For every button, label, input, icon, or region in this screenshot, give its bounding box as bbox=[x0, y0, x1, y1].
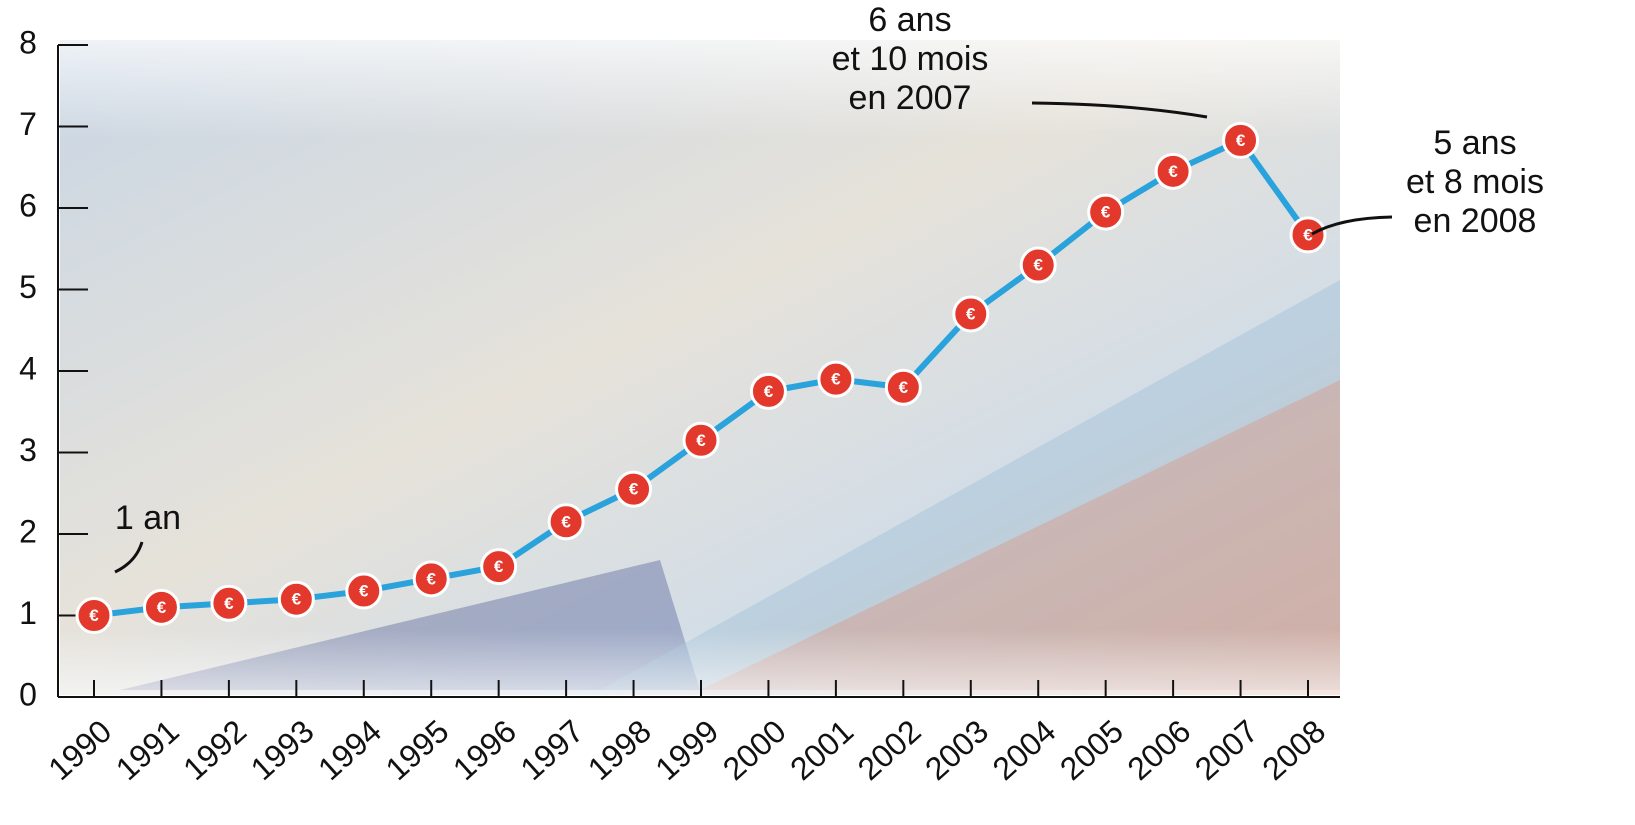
marker-symbol: € bbox=[696, 431, 706, 450]
data-point bbox=[547, 503, 585, 541]
x-tick-label: 1996 bbox=[446, 713, 523, 787]
x-tick-label: 2003 bbox=[918, 713, 995, 787]
x-tick-label: 1997 bbox=[513, 713, 590, 787]
y-tick-label: 1 bbox=[19, 595, 37, 631]
x-tick-label: 2006 bbox=[1120, 713, 1197, 787]
y-tick-label: 2 bbox=[19, 513, 37, 549]
x-tick-label: 1994 bbox=[311, 713, 388, 787]
annotation-leader bbox=[1031, 101, 1208, 119]
data-point bbox=[1222, 121, 1260, 159]
x-tick-label: 1991 bbox=[109, 713, 186, 787]
x-tick-label: 2000 bbox=[716, 713, 793, 787]
annotation: en 2007 bbox=[849, 79, 972, 117]
marker-symbol: € bbox=[629, 480, 639, 499]
y-tick-label: 6 bbox=[19, 187, 37, 223]
x-tick-label: 1992 bbox=[176, 713, 253, 787]
annotation: 1 an bbox=[115, 499, 181, 537]
x-tick-label: 2005 bbox=[1053, 713, 1130, 787]
data-point bbox=[817, 360, 855, 398]
data-point bbox=[142, 588, 180, 626]
data-point bbox=[682, 421, 720, 459]
annotation: en 2008 bbox=[1414, 202, 1537, 240]
data-point bbox=[884, 368, 922, 406]
marker-symbol: € bbox=[224, 594, 234, 613]
data-point bbox=[1289, 216, 1327, 254]
y-tick-label: 5 bbox=[19, 269, 37, 305]
annotation-leader bbox=[114, 541, 144, 574]
y-tick-label: 7 bbox=[19, 106, 37, 142]
data-point bbox=[277, 580, 315, 618]
marker-symbol: € bbox=[157, 598, 167, 617]
x-tick-label: 2004 bbox=[986, 713, 1063, 787]
data-point bbox=[615, 470, 653, 508]
y-tick-label: 4 bbox=[19, 350, 37, 386]
y-tick-label: 0 bbox=[19, 676, 37, 712]
data-point bbox=[952, 295, 990, 333]
marker-symbol: € bbox=[359, 582, 369, 601]
annotation: 5 ans bbox=[1433, 124, 1516, 162]
marker-symbol: € bbox=[1236, 131, 1246, 150]
marker-symbol: € bbox=[899, 378, 909, 397]
annotation: et 8 mois bbox=[1406, 163, 1544, 201]
marker-symbol: € bbox=[1033, 256, 1043, 275]
data-point bbox=[480, 548, 518, 586]
marker-symbol: € bbox=[1168, 162, 1178, 181]
data-point bbox=[412, 560, 450, 598]
x-tick-label: 2002 bbox=[851, 713, 928, 787]
data-point bbox=[1019, 246, 1057, 284]
x-tick-label: 1993 bbox=[244, 713, 321, 787]
annotation-leader bbox=[1311, 215, 1393, 236]
y-tick-label: 3 bbox=[19, 432, 37, 468]
x-tick-label: 2007 bbox=[1188, 713, 1265, 787]
x-tick-label: 1998 bbox=[581, 713, 658, 787]
x-tick-label: 1995 bbox=[379, 713, 456, 787]
x-tick-label: 2008 bbox=[1255, 713, 1332, 787]
data-point bbox=[75, 597, 113, 634]
data-point bbox=[210, 584, 248, 622]
x-tick-label: 1999 bbox=[648, 713, 725, 787]
marker-symbol: € bbox=[1303, 225, 1313, 244]
marker-symbol: € bbox=[89, 606, 99, 625]
data-point bbox=[345, 572, 383, 610]
data-point bbox=[1154, 152, 1192, 190]
marker-symbol: € bbox=[831, 370, 841, 389]
marker-symbol: € bbox=[1101, 203, 1111, 222]
data-point bbox=[749, 372, 787, 410]
annotation: et 10 mois bbox=[832, 40, 989, 78]
x-tick-label: 1990 bbox=[41, 713, 118, 787]
marker-symbol: € bbox=[561, 512, 571, 531]
annotation: 6 ans bbox=[868, 1, 951, 39]
marker-symbol: € bbox=[764, 382, 774, 401]
marker-symbol: € bbox=[494, 557, 504, 576]
background-fade bbox=[60, 40, 1340, 695]
marker-symbol: € bbox=[292, 590, 302, 609]
data-point bbox=[1087, 193, 1125, 231]
marker-symbol: € bbox=[426, 569, 436, 588]
marker-symbol: € bbox=[966, 304, 976, 323]
y-tick-label: 8 bbox=[19, 24, 37, 60]
x-tick-label: 2001 bbox=[783, 713, 860, 787]
